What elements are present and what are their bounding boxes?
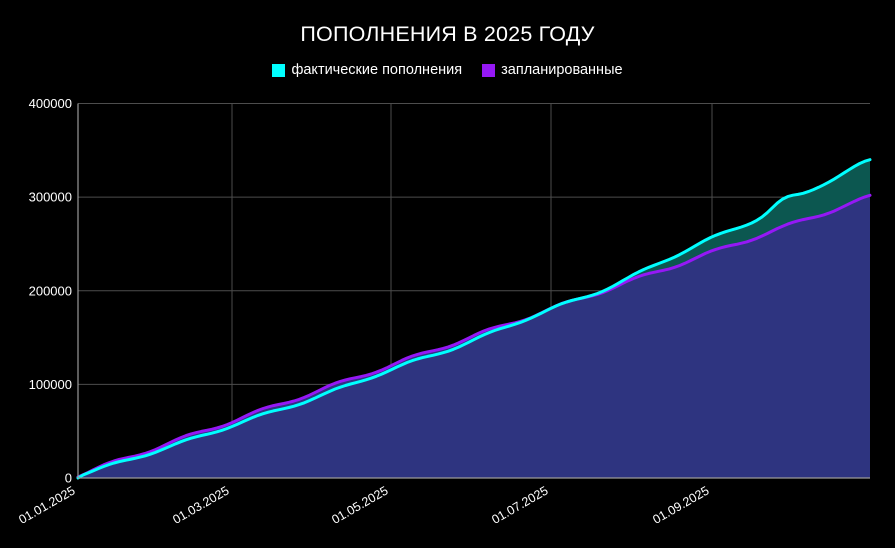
- svg-text:01.01.2025: 01.01.2025: [16, 483, 77, 526]
- svg-text:100000: 100000: [29, 377, 72, 392]
- svg-text:0: 0: [65, 471, 72, 486]
- svg-text:01.03.2025: 01.03.2025: [170, 483, 231, 526]
- svg-text:01.05.2025: 01.05.2025: [329, 483, 390, 526]
- svg-text:400000: 400000: [29, 96, 72, 111]
- svg-text:01.07.2025: 01.07.2025: [489, 483, 550, 526]
- svg-text:01.09.2025: 01.09.2025: [650, 483, 711, 526]
- svg-text:300000: 300000: [29, 190, 72, 205]
- svg-text:200000: 200000: [29, 284, 72, 299]
